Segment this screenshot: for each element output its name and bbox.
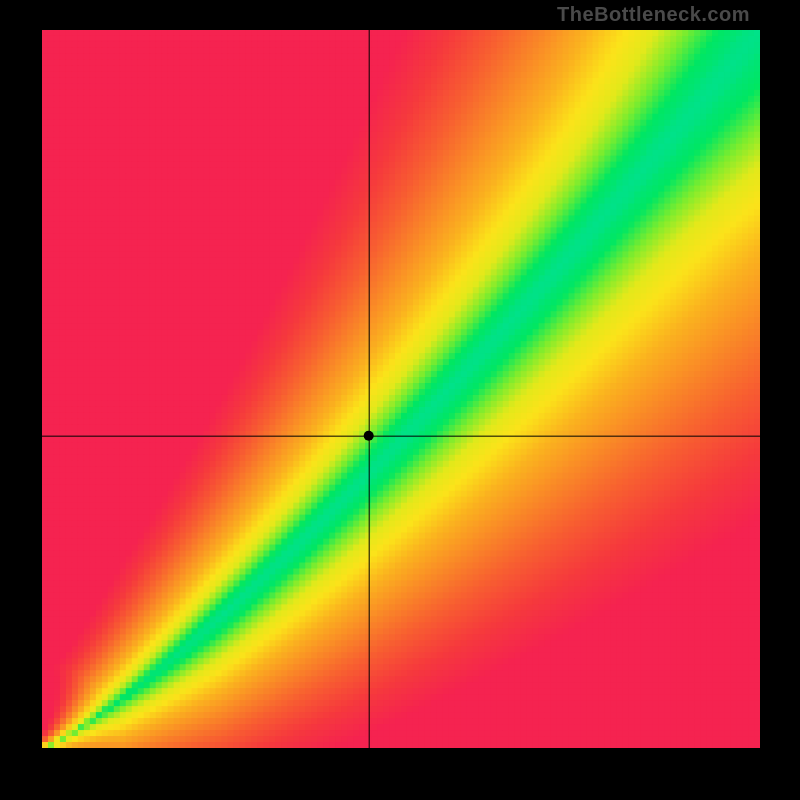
watermark-text: TheBottleneck.com [557, 4, 750, 27]
bottleneck-heatmap [42, 30, 760, 748]
chart-frame: TheBottleneck.com [0, 0, 800, 800]
